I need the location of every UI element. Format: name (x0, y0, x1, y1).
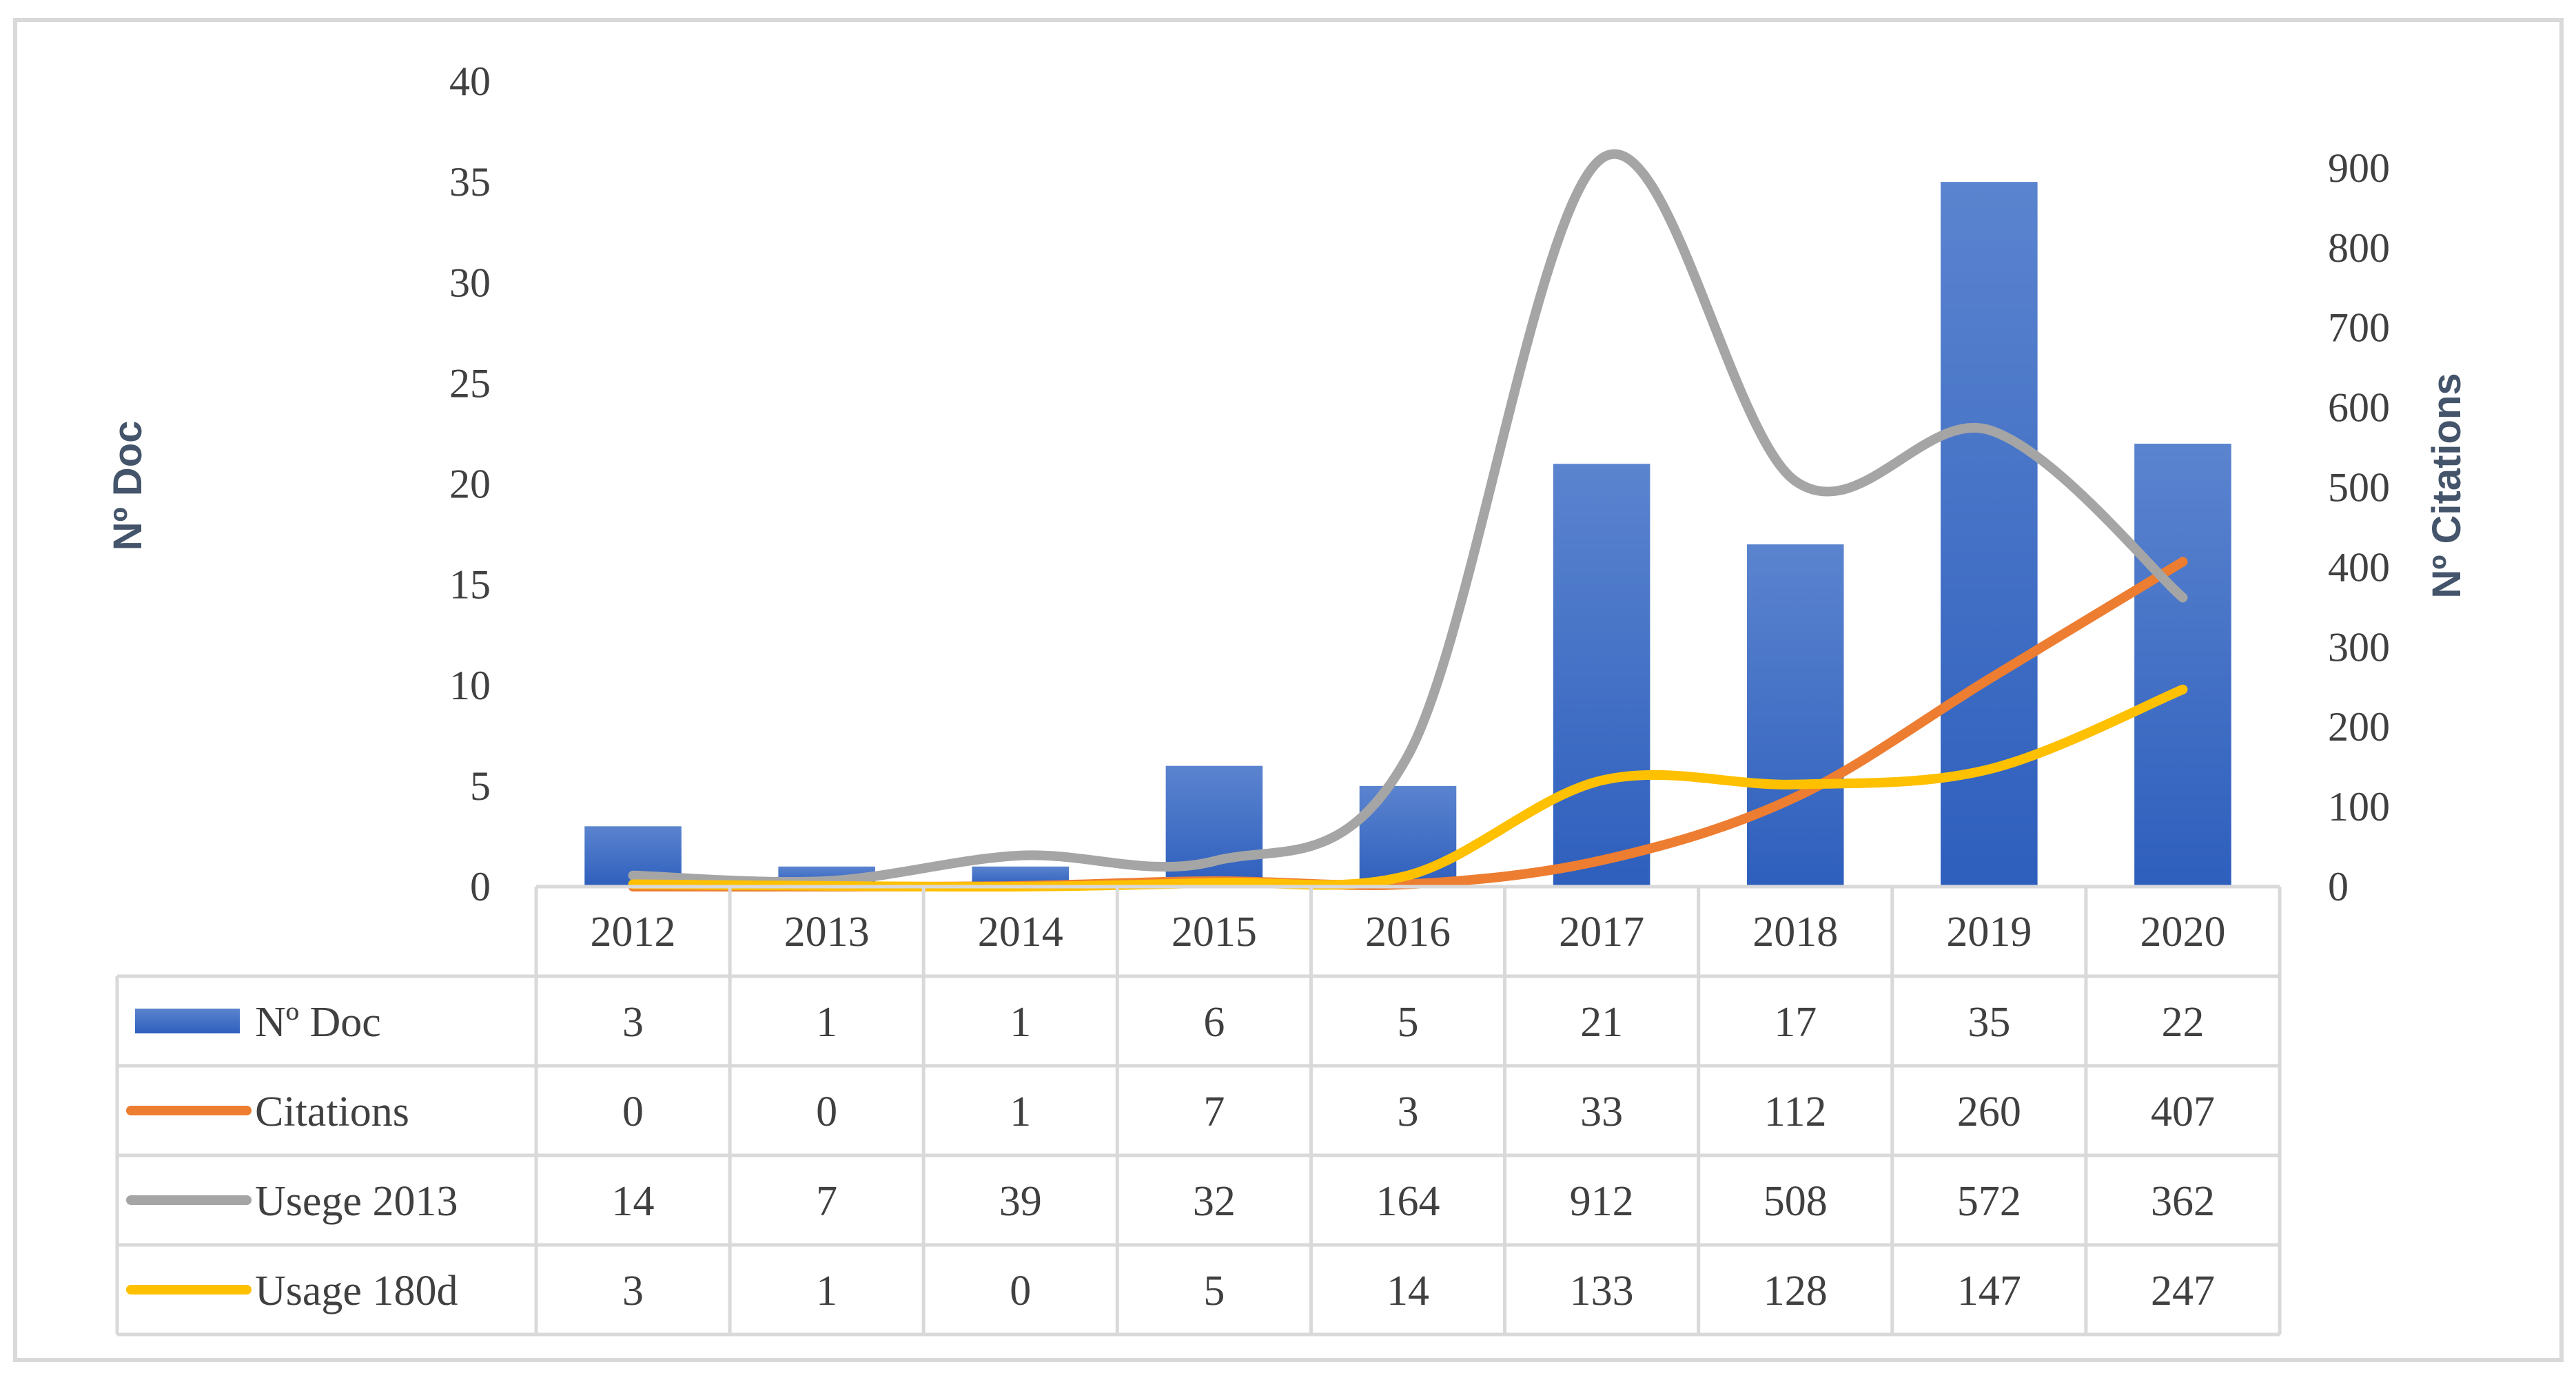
table-cell-value: 0 (622, 1089, 644, 1135)
table-cell-value: 1 (816, 999, 837, 1046)
table-cell-value: 14 (612, 1178, 655, 1225)
table-cell-value: 32 (1193, 1178, 1236, 1225)
y-right-tick-label: 200 (2328, 704, 2390, 750)
line-usege-2013 (628, 149, 2188, 887)
x-tick-label: 2014 (978, 909, 1063, 956)
y-left-tick-label: 5 (470, 763, 491, 809)
y-right-tick-label: 900 (2328, 145, 2390, 191)
bar-nº-doc-2019 (1941, 182, 2038, 887)
y-right-tick-label: 500 (2328, 465, 2390, 510)
table-cell-value: 0 (816, 1089, 837, 1135)
table-cell-value: 260 (1957, 1089, 2021, 1135)
y-left-tick-label: 20 (449, 462, 491, 507)
table-cell-value: 128 (1764, 1268, 1828, 1314)
x-tick-label: 2017 (1559, 909, 1644, 956)
table-cell-value: 3 (622, 999, 644, 1046)
table-cell-value: 17 (1774, 999, 1817, 1046)
x-tick-label: 2013 (784, 909, 870, 956)
axes-group: 0510152025303540010020030040050060070080… (449, 59, 2390, 909)
table-cell-value: 21 (1580, 999, 1623, 1046)
table-cell-value: 164 (1376, 1178, 1440, 1225)
x-tick-label: 2018 (1752, 909, 1838, 956)
table-cell-value: 3 (622, 1268, 644, 1314)
table-cell-value: 0 (1010, 1268, 1031, 1314)
table-cell-value: 14 (1387, 1268, 1429, 1314)
table-cell-value: 912 (1570, 1178, 1634, 1225)
table-cell-value: 5 (1398, 999, 1419, 1046)
table-cell-value: 133 (1570, 1268, 1634, 1314)
legend-label: Usege 2013 (255, 1178, 458, 1225)
y-left-tick-label: 25 (449, 360, 491, 406)
x-tick-label: 2020 (2140, 909, 2225, 956)
table-cell-value: 1 (1010, 1089, 1031, 1135)
table-cell-value: 22 (2161, 999, 2204, 1046)
table-cell-value: 1 (816, 1268, 837, 1314)
table-cell-value: 508 (1764, 1178, 1828, 1225)
y-left-tick-label: 0 (470, 864, 491, 909)
y-left-tick-label: 30 (449, 260, 491, 305)
table-cell-value: 407 (2151, 1089, 2215, 1135)
table-cell-value: 7 (816, 1178, 837, 1225)
data-table: 2012 2013 2014 2015 2016 2017 2018 2019 2020 Nº D… (115, 885, 2282, 1337)
table-cell-value: 3 (1398, 1089, 1419, 1135)
legend-label: Citations (255, 1089, 409, 1135)
y-left-tick-label: 35 (449, 159, 491, 205)
table-cell-value: 6 (1203, 999, 1225, 1046)
table-cell-value: 362 (2151, 1178, 2215, 1225)
table-cell-value: 35 (1967, 999, 2010, 1046)
legend-key-bar (135, 1009, 240, 1033)
table-cell-value: 39 (999, 1178, 1042, 1225)
y-right-tick-label: 100 (2328, 784, 2390, 829)
y-left-tick-label: 40 (449, 59, 491, 104)
table-cell-value: 33 (1580, 1089, 1623, 1135)
bar-nº-doc-2020 (2134, 444, 2231, 887)
x-tick-label: 2016 (1365, 909, 1451, 956)
table-cell-value: 5 (1203, 1268, 1225, 1314)
y-right-tick-label: 400 (2328, 544, 2390, 590)
y-left-axis-title: Nº Doc (105, 421, 150, 551)
table-cell-value: 247 (2151, 1268, 2215, 1314)
bar-nº-doc-2018 (1746, 544, 1844, 887)
y-right-tick-label: 700 (2328, 305, 2390, 351)
legend-label: Usage 180d (255, 1268, 458, 1314)
bar-nº-doc-2017 (1553, 464, 1650, 887)
bar-group (584, 182, 2231, 887)
y-right-tick-label: 0 (2328, 864, 2349, 909)
x-tick-label: 2012 (591, 909, 676, 956)
y-left-tick-label: 10 (449, 663, 491, 708)
x-tick-label: 2019 (1946, 909, 2032, 956)
y-right-tick-label: 800 (2328, 225, 2390, 271)
table-cell-value: 112 (1764, 1089, 1827, 1135)
y-right-axis-title: Nº Citations (2424, 373, 2469, 598)
table-cell-value: 1 (1010, 999, 1031, 1046)
table-cell-value: 147 (1957, 1268, 2021, 1314)
x-tick-label: 2015 (1172, 909, 1257, 956)
legend-label: Nº Doc (255, 999, 381, 1046)
y-left-tick-label: 15 (449, 562, 491, 608)
y-right-tick-label: 300 (2328, 624, 2390, 670)
y-right-tick-label: 600 (2328, 385, 2390, 431)
table-cell-value: 572 (1957, 1178, 2021, 1225)
table-cell-value: 7 (1203, 1089, 1225, 1135)
